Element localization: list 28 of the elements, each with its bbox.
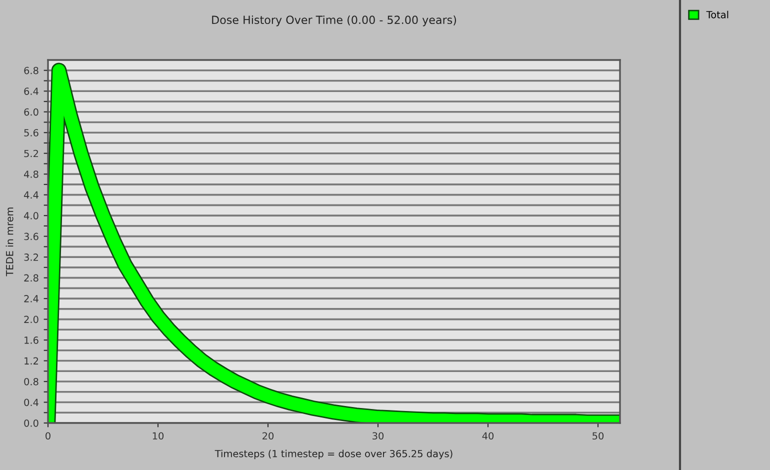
y-tick-label: 1.2: [24, 357, 38, 364]
y-tick-label: 4.4: [24, 191, 38, 199]
y-tick-label: 4.0: [24, 212, 38, 220]
y-tick-label: 2.0: [24, 316, 38, 324]
y-axis-title: TEDE in mrem: [6, 208, 14, 276]
y-tick-label: 6.8: [24, 66, 38, 74]
y-tick-label: 2.8: [24, 274, 38, 282]
chart-title: Dose History Over Time (0.00 - 52.00 years): [212, 15, 456, 26]
y-tick-label: 5.2: [24, 150, 38, 158]
y-tick-label: 3.6: [24, 232, 38, 240]
x-axis-title: Timesteps (1 timestep = dose over 365.25 days): [214, 450, 452, 460]
y-tick-label: 6.0: [24, 108, 38, 116]
x-tick-label: 40: [482, 432, 494, 440]
y-tick-label: 0.4: [24, 398, 38, 406]
x-tick-label: 10: [152, 432, 164, 440]
y-tick-label: 0.0: [24, 419, 38, 427]
x-tick-label: 30: [372, 432, 384, 440]
y-tick-label: 6.4: [24, 88, 38, 95]
y-tick-label: 5.6: [24, 129, 38, 136]
y-tick-label: 3.2: [24, 254, 38, 261]
y-tick-label: 2.4: [24, 295, 38, 302]
x-tick-label: 20: [262, 432, 274, 440]
x-tick-label: 0: [46, 432, 50, 440]
y-tick-label: 4.8: [24, 170, 38, 178]
legend-label: Total: [706, 10, 728, 18]
y-tick-label: 0.8: [24, 378, 38, 386]
x-tick-label: 50: [592, 432, 604, 440]
y-tick-label: 1.6: [24, 336, 38, 344]
